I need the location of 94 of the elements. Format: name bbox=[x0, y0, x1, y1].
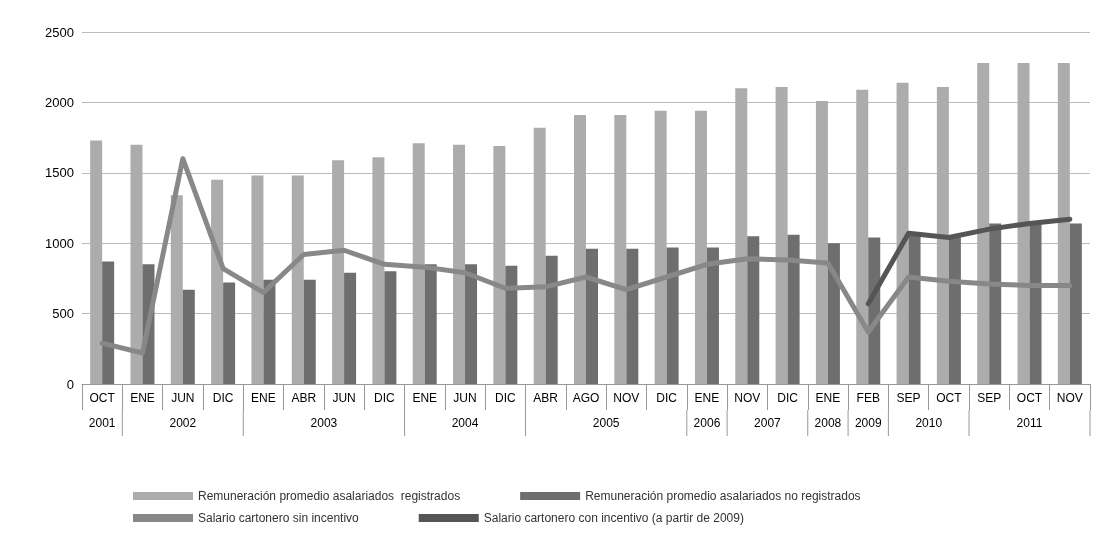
bar bbox=[303, 279, 316, 384]
x-tick-label: ABR bbox=[533, 391, 559, 405]
x-tick-label: ENE bbox=[251, 391, 276, 405]
y-tick-label: 2500 bbox=[45, 24, 74, 40]
x-tick-label: OCT bbox=[89, 391, 116, 405]
bar bbox=[291, 175, 304, 384]
x-tick-label: NOV bbox=[734, 391, 761, 405]
bar bbox=[182, 289, 195, 384]
bar bbox=[505, 265, 518, 384]
bar bbox=[211, 179, 224, 384]
x-tick-label: FEB bbox=[856, 391, 880, 405]
x-tick-label: NOV bbox=[1056, 391, 1083, 405]
x-tick-label: AGO bbox=[572, 391, 600, 405]
bar bbox=[654, 110, 667, 384]
x-tick-label: ENE bbox=[694, 391, 720, 405]
x-tick-label: NOV bbox=[613, 391, 640, 405]
text: 2008 bbox=[814, 416, 842, 430]
bar bbox=[815, 100, 828, 384]
x-tick-label: ENE bbox=[815, 391, 841, 405]
bar bbox=[372, 157, 385, 384]
x-tick-label: JUN bbox=[453, 391, 477, 405]
bar bbox=[694, 110, 707, 384]
x-tick-label: DIC bbox=[374, 391, 396, 405]
x-tick-label: ENE bbox=[130, 391, 155, 405]
bar bbox=[223, 282, 236, 384]
bar bbox=[948, 237, 961, 384]
bar bbox=[989, 223, 1002, 384]
text: 2002 bbox=[169, 416, 197, 430]
bar bbox=[706, 247, 719, 384]
bar bbox=[747, 236, 760, 384]
text: 2001 bbox=[88, 416, 116, 430]
text: 2005 bbox=[592, 416, 620, 430]
text: 2010 bbox=[915, 416, 943, 430]
x-tick-label: DIC bbox=[212, 391, 234, 405]
text: 2003 bbox=[310, 416, 338, 430]
legend-label: Salario cartonero sin incentivo bbox=[198, 511, 360, 525]
bar bbox=[493, 146, 506, 384]
x-tick-label: JUN bbox=[332, 391, 356, 405]
x-tick-label: DIC bbox=[777, 391, 799, 405]
text: 2011 bbox=[1016, 416, 1043, 430]
bar bbox=[574, 115, 586, 384]
y-tick-label: 500 bbox=[52, 306, 74, 322]
bar bbox=[384, 271, 397, 384]
bar bbox=[533, 127, 546, 384]
x-tick-label: SEP bbox=[896, 391, 921, 405]
text: 2009 bbox=[854, 416, 882, 430]
bar bbox=[130, 144, 143, 384]
x-tick-label: JUN bbox=[171, 391, 195, 405]
bar bbox=[586, 248, 598, 384]
bar bbox=[977, 62, 990, 384]
bar bbox=[453, 144, 466, 384]
y-tick-label: 1000 bbox=[45, 235, 74, 251]
bar bbox=[626, 248, 639, 384]
bar bbox=[424, 264, 437, 384]
bar bbox=[896, 82, 909, 384]
bar bbox=[735, 88, 748, 384]
text: 2006 bbox=[693, 416, 721, 430]
x-tick-label: SEP bbox=[977, 391, 1002, 405]
bar bbox=[1017, 62, 1030, 384]
bar bbox=[856, 89, 869, 384]
bar bbox=[1029, 223, 1042, 384]
bar bbox=[787, 234, 800, 384]
bar bbox=[614, 115, 627, 384]
bar bbox=[263, 279, 276, 384]
bar bbox=[102, 261, 115, 384]
bar bbox=[775, 86, 788, 384]
bar bbox=[1057, 62, 1070, 384]
x-tick-label: DIC bbox=[495, 391, 517, 405]
y-tick-label: 2000 bbox=[45, 94, 74, 110]
bar bbox=[666, 247, 679, 384]
bar bbox=[90, 140, 103, 384]
x-tick-label: DIC bbox=[656, 391, 678, 405]
legend-label: Remuneración promedio asalariados no registrados bbox=[585, 489, 861, 503]
legend-label: Salario cartonero con incentivo (a partir de 2009) bbox=[483, 511, 744, 525]
y-tick-label: 0 bbox=[66, 376, 74, 392]
bar bbox=[465, 264, 478, 384]
bar bbox=[344, 272, 357, 384]
bar bbox=[170, 195, 183, 384]
bar bbox=[827, 243, 840, 384]
text: 2007 bbox=[754, 416, 782, 430]
bar bbox=[412, 143, 425, 384]
bar bbox=[1069, 223, 1082, 384]
x-tick-label: ENE bbox=[412, 391, 438, 405]
bar bbox=[908, 234, 921, 384]
x-tick-label: ABR bbox=[291, 391, 317, 405]
bar bbox=[332, 160, 345, 384]
x-tick-label: OCT bbox=[936, 391, 963, 405]
bar bbox=[545, 255, 558, 384]
bar bbox=[936, 86, 949, 384]
legend-label: Remuneración promedio asalariados registrados bbox=[198, 489, 461, 503]
y-tick-label: 1500 bbox=[45, 165, 74, 181]
text: 2004 bbox=[451, 416, 479, 430]
x-tick-label: OCT bbox=[1016, 391, 1043, 405]
bar bbox=[251, 175, 264, 384]
